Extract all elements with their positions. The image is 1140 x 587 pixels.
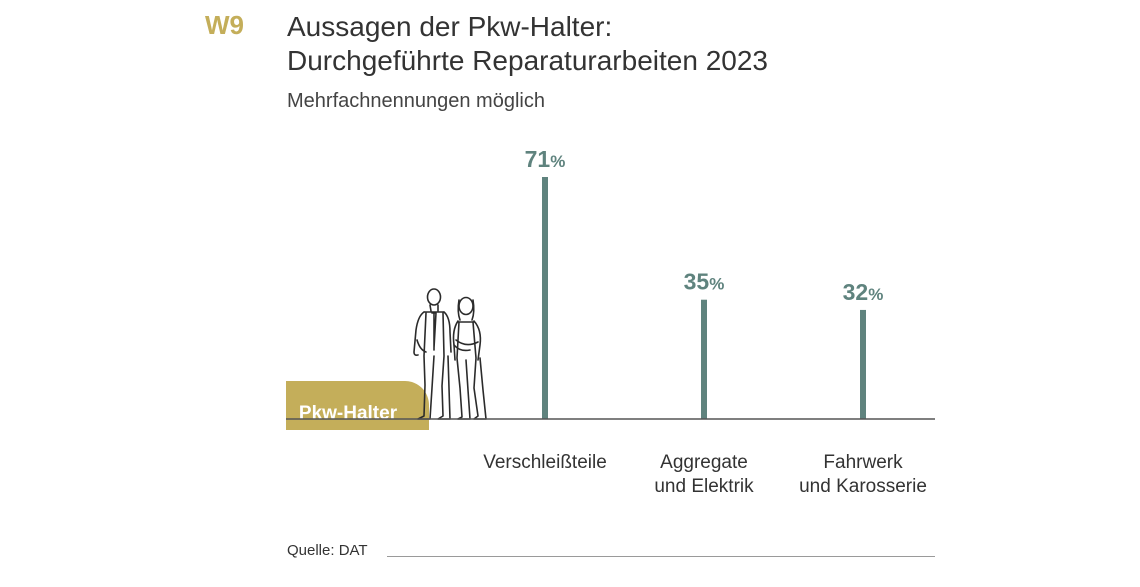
title-line-1: Aussagen der Pkw-Halter:	[287, 11, 613, 42]
value-label-0: 71%	[525, 146, 566, 172]
bars-group	[542, 177, 866, 419]
source-note: Quelle: DAT	[287, 542, 368, 559]
badge-label: Pkw-Halter	[299, 403, 398, 424]
source-divider	[387, 556, 935, 557]
chart-subtitle: Mehrfachnennungen möglich	[287, 90, 545, 112]
bar-1	[701, 299, 707, 419]
value-label-2: 32%	[843, 279, 884, 305]
chart-title: Aussagen der Pkw-Halter: Durchgeführte R…	[287, 10, 768, 78]
bar-2	[860, 309, 866, 419]
value-label-1: 35%	[684, 269, 725, 295]
category-label-0: Verschleißteile	[483, 452, 607, 473]
value-labels-group: 71% 35% 32%	[525, 146, 884, 305]
badge-shape	[286, 381, 429, 430]
category-label-1: Aggregate und Elektrik	[654, 452, 754, 497]
pkw-halter-badge: Pkw-Halter	[286, 381, 429, 430]
title-line-2: Durchgeführte Reparaturarbeiten 2023	[287, 45, 768, 76]
category-labels-group: Verschleißteile Aggregate und Elektrik Fahr…	[483, 452, 927, 497]
chart-code: W9	[205, 10, 244, 40]
bar-0	[542, 177, 548, 419]
category-label-2: Fahrwerk und Karosserie	[799, 452, 927, 497]
people-illustration-icon	[413, 288, 487, 420]
